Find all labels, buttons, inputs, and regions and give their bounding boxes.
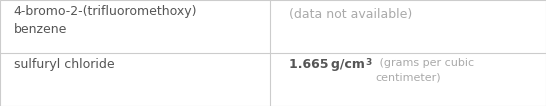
Text: sulfuryl chloride: sulfuryl chloride	[14, 58, 114, 71]
Text: 1.665 g/cm: 1.665 g/cm	[289, 58, 365, 71]
Text: 3: 3	[365, 58, 371, 67]
Text: (data not available): (data not available)	[289, 8, 413, 22]
Text: 4-bromo-2-(trifluoromethoxy)
benzene: 4-bromo-2-(trifluoromethoxy) benzene	[14, 5, 197, 36]
Text: (grams per cubic
centimeter): (grams per cubic centimeter)	[376, 58, 474, 82]
